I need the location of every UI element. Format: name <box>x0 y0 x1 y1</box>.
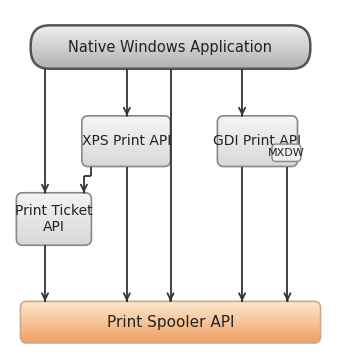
FancyBboxPatch shape <box>31 25 310 69</box>
FancyBboxPatch shape <box>218 116 297 167</box>
FancyBboxPatch shape <box>82 116 170 167</box>
Text: XPS Print API: XPS Print API <box>81 134 171 148</box>
FancyBboxPatch shape <box>16 193 91 245</box>
FancyBboxPatch shape <box>20 301 321 343</box>
Text: Print Spooler API: Print Spooler API <box>107 315 234 330</box>
FancyBboxPatch shape <box>272 144 301 161</box>
Text: Native Windows Application: Native Windows Application <box>69 39 272 55</box>
Text: Print Ticket
API: Print Ticket API <box>15 204 93 234</box>
Text: GDI Print API: GDI Print API <box>213 134 301 148</box>
Text: MXDW: MXDW <box>268 148 305 158</box>
